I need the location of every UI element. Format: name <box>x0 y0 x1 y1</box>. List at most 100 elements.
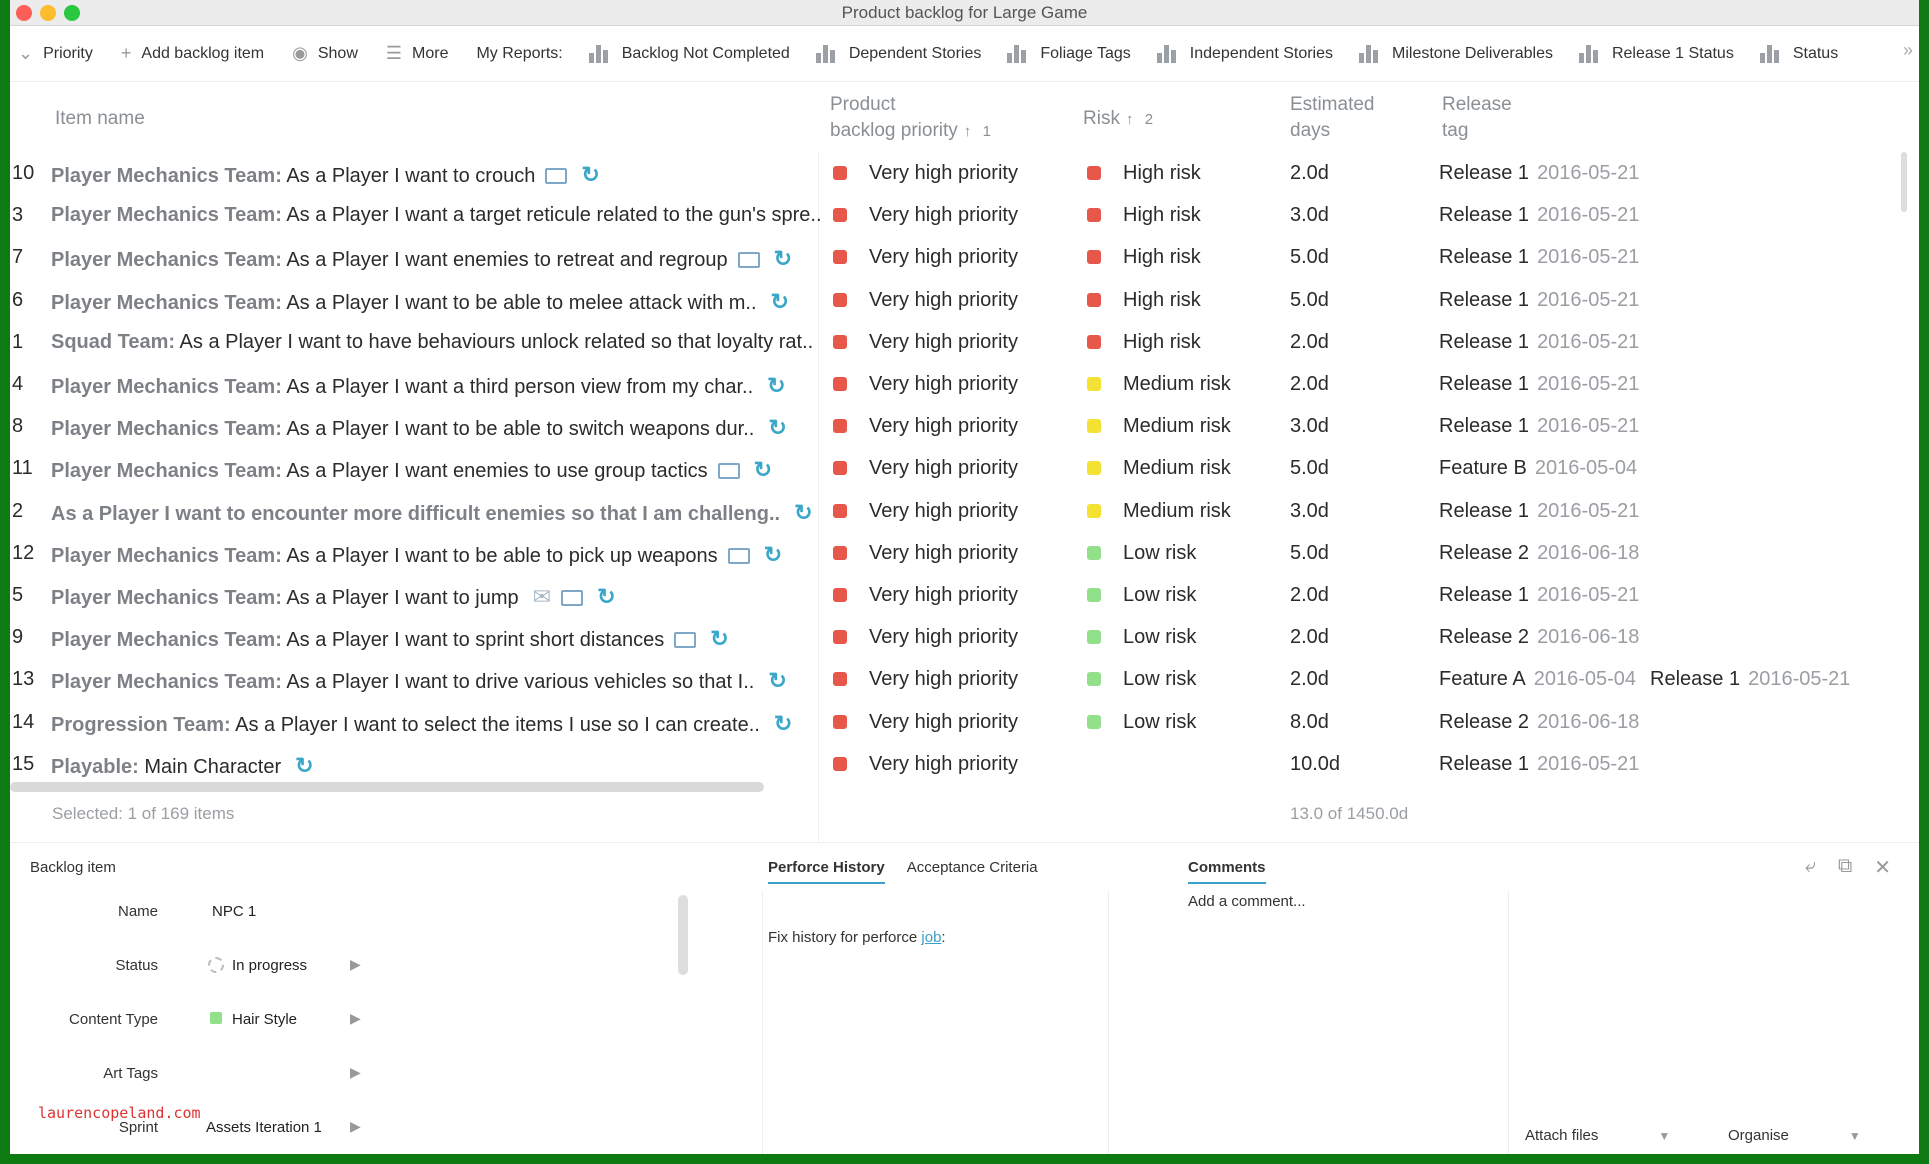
sync-icon[interactable]: ↻ <box>763 541 783 567</box>
column-priority[interactable]: Product backlog priority ↑ 1 <box>830 92 991 162</box>
table-row[interactable]: 13 Player Mechanics Team: As a Player I w… <box>10 659 1909 701</box>
sync-icon[interactable]: ↻ <box>768 415 787 441</box>
item-name[interactable]: Player Mechanics Team: As a Player I wan… <box>51 373 826 399</box>
report-milestone-deliverables[interactable]: Milestone Deliverables <box>1351 34 1561 74</box>
item-name[interactable]: Player Mechanics Team: As a Player I wan… <box>51 542 826 568</box>
vertical-scrollbar[interactable] <box>1901 152 1907 212</box>
attach-files-dropdown[interactable]: Attach files ▼ <box>1525 1127 1670 1144</box>
sync-icon[interactable]: ↻ <box>767 373 786 398</box>
release-tag[interactable]: Release 1 2016-05-21 <box>1439 331 1639 354</box>
comment-icon[interactable] <box>737 252 760 269</box>
estimated-days[interactable]: 10.0d <box>1290 752 1341 775</box>
priority-cell[interactable]: Very high priority <box>833 542 1018 565</box>
column-item-name[interactable]: Item name <box>55 106 145 176</box>
release-tag[interactable]: Release 1 2016-05-21 <box>1439 204 1639 227</box>
table-row[interactable]: 11 Player Mechanics Team: As a Player I w… <box>10 448 1909 490</box>
item-name[interactable]: Progression Team: As a Player I want to … <box>51 711 826 737</box>
item-name[interactable]: As a Player I want to encounter more dif… <box>51 500 826 526</box>
job-link[interactable]: job <box>921 929 942 946</box>
risk-cell[interactable]: Low risk <box>1087 584 1196 607</box>
risk-cell[interactable]: Low risk <box>1087 542 1196 565</box>
minimize-window-button[interactable] <box>40 5 56 21</box>
mail-icon[interactable]: ✉ <box>532 584 552 609</box>
table-row[interactable]: 10 Player Mechanics Team: As a Player I w… <box>10 153 1909 195</box>
close-icon[interactable]: ✕ <box>1874 857 1891 879</box>
risk-cell[interactable]: High risk <box>1087 246 1201 269</box>
item-name[interactable]: Player Mechanics Team: As a Player I wan… <box>51 246 826 272</box>
sync-icon[interactable]: ↻ <box>295 752 314 778</box>
estimated-days[interactable]: 3.0d <box>1290 499 1329 522</box>
sync-icon[interactable]: ↻ <box>597 584 616 609</box>
release-tag[interactable]: Release 1 2016-05-21 <box>1439 753 1639 776</box>
release-tag[interactable]: Release 2 2016-06-18 <box>1439 542 1639 565</box>
risk-cell[interactable]: Medium risk <box>1087 500 1231 523</box>
tab-acceptance-criteria[interactable]: Acceptance Criteria <box>906 859 1038 876</box>
column-estimated-days[interactable]: Estimated days <box>1290 92 1374 162</box>
comment-icon[interactable] <box>727 547 750 564</box>
item-name[interactable]: Player Mechanics Team: As a Player I wan… <box>51 626 826 652</box>
table-row[interactable]: 3 Player Mechanics Team: As a Player I wa… <box>10 195 1909 237</box>
release-tag[interactable]: Release 1 2016-05-21 <box>1439 584 1639 607</box>
comment-icon[interactable] <box>674 632 697 649</box>
priority-cell[interactable]: Very high priority <box>833 289 1018 312</box>
risk-cell[interactable]: High risk <box>1087 331 1201 354</box>
column-release-tag[interactable]: Release tag <box>1442 92 1512 162</box>
pop-out-icon[interactable]: ⧉ <box>1837 855 1853 877</box>
priority-cell[interactable]: Very high priority <box>833 668 1018 691</box>
release-tag[interactable]: Feature A 2016-05-04 Release 1 2016-05-21 <box>1439 668 1850 691</box>
release-tag[interactable]: Release 1 2016-05-21 <box>1439 246 1639 269</box>
table-row[interactable]: 2 As a Player I want to encounter more di… <box>10 491 1909 533</box>
table-row[interactable]: 5 Player Mechanics Team: As a Player I wa… <box>10 575 1909 617</box>
release-tag[interactable]: Feature B 2016-05-04 <box>1439 457 1637 480</box>
sync-icon[interactable]: ↻ <box>768 668 787 694</box>
priority-cell[interactable]: Very high priority <box>833 753 1018 776</box>
table-row[interactable]: 12 Player Mechanics Team: As a Player I w… <box>10 533 1909 575</box>
risk-cell[interactable]: Medium risk <box>1087 457 1231 480</box>
estimated-days[interactable]: 2.0d <box>1290 330 1329 353</box>
sync-icon[interactable]: ↻ <box>773 710 793 736</box>
close-window-button[interactable] <box>16 5 32 21</box>
estimated-days[interactable]: 5.0d <box>1290 246 1329 269</box>
comment-input[interactable]: Add a comment... <box>1188 893 1306 910</box>
estimated-days[interactable]: 5.0d <box>1290 457 1329 480</box>
priority-cell[interactable]: Very high priority <box>833 331 1018 354</box>
sync-icon[interactable]: ↻ <box>773 246 793 272</box>
risk-cell[interactable]: Medium risk <box>1087 415 1231 438</box>
estimated-days[interactable]: 3.0d <box>1290 204 1329 227</box>
field-content-type[interactable]: Content Type Hair Style ▶ <box>10 999 380 1043</box>
table-row[interactable]: 14 Progression Team: As a Player I want t… <box>10 702 1909 744</box>
release-tag[interactable]: Release 1 2016-05-21 <box>1439 289 1639 312</box>
priority-cell[interactable]: Very high priority <box>833 415 1018 438</box>
item-name[interactable]: Player Mechanics Team: As a Player I wan… <box>51 162 826 188</box>
priority-cell[interactable]: Very high priority <box>833 626 1018 649</box>
zoom-window-button[interactable] <box>64 5 80 21</box>
caret-right-icon[interactable]: ▶ <box>350 956 361 972</box>
estimated-days[interactable]: 3.0d <box>1290 415 1329 438</box>
field-art-tags[interactable]: Art Tags ▶ <box>10 1053 380 1097</box>
comment-icon[interactable] <box>717 463 740 480</box>
horizontal-scrollbar[interactable] <box>10 782 764 792</box>
estimated-days[interactable]: 2.0d <box>1290 373 1329 395</box>
caret-right-icon[interactable]: ▶ <box>350 1118 361 1134</box>
item-name[interactable]: Playable: Main Character ↻ <box>51 753 826 779</box>
item-name[interactable]: Player Mechanics Team: As a Player I wan… <box>51 415 826 441</box>
column-risk[interactable]: Risk ↑ 2 <box>1083 106 1153 176</box>
field-sprint[interactable]: Sprint Assets Iteration 1 ▶ <box>10 1107 380 1151</box>
table-row[interactable]: 1 Squad Team: As a Player I want to have … <box>10 322 1909 364</box>
sync-icon[interactable]: ↻ <box>770 288 789 314</box>
risk-cell[interactable]: Low risk <box>1087 668 1196 691</box>
release-tag[interactable]: Release 1 2016-05-21 <box>1439 162 1639 185</box>
field-value[interactable]: NPC 1 <box>212 903 257 920</box>
item-name[interactable]: Player Mechanics Team: As a Player I wan… <box>51 289 826 315</box>
item-name[interactable]: Player Mechanics Team: As a Player I wan… <box>51 668 826 694</box>
estimated-days[interactable]: 8.0d <box>1290 710 1329 733</box>
release-tag[interactable]: Release 2 2016-06-18 <box>1439 711 1639 734</box>
estimated-days[interactable]: 5.0d <box>1290 288 1329 311</box>
report-dependent-stories[interactable]: Dependent Stories <box>808 34 990 74</box>
priority-cell[interactable]: Very high priority <box>833 373 1018 396</box>
tab-perforce-history[interactable]: Perforce History <box>768 859 885 884</box>
estimated-days[interactable]: 5.0d <box>1290 541 1329 564</box>
table-row[interactable]: 6 Player Mechanics Team: As a Player I wa… <box>10 280 1909 322</box>
estimated-days[interactable]: 2.0d <box>1290 668 1329 691</box>
estimated-days[interactable]: 2.0d <box>1290 162 1329 184</box>
